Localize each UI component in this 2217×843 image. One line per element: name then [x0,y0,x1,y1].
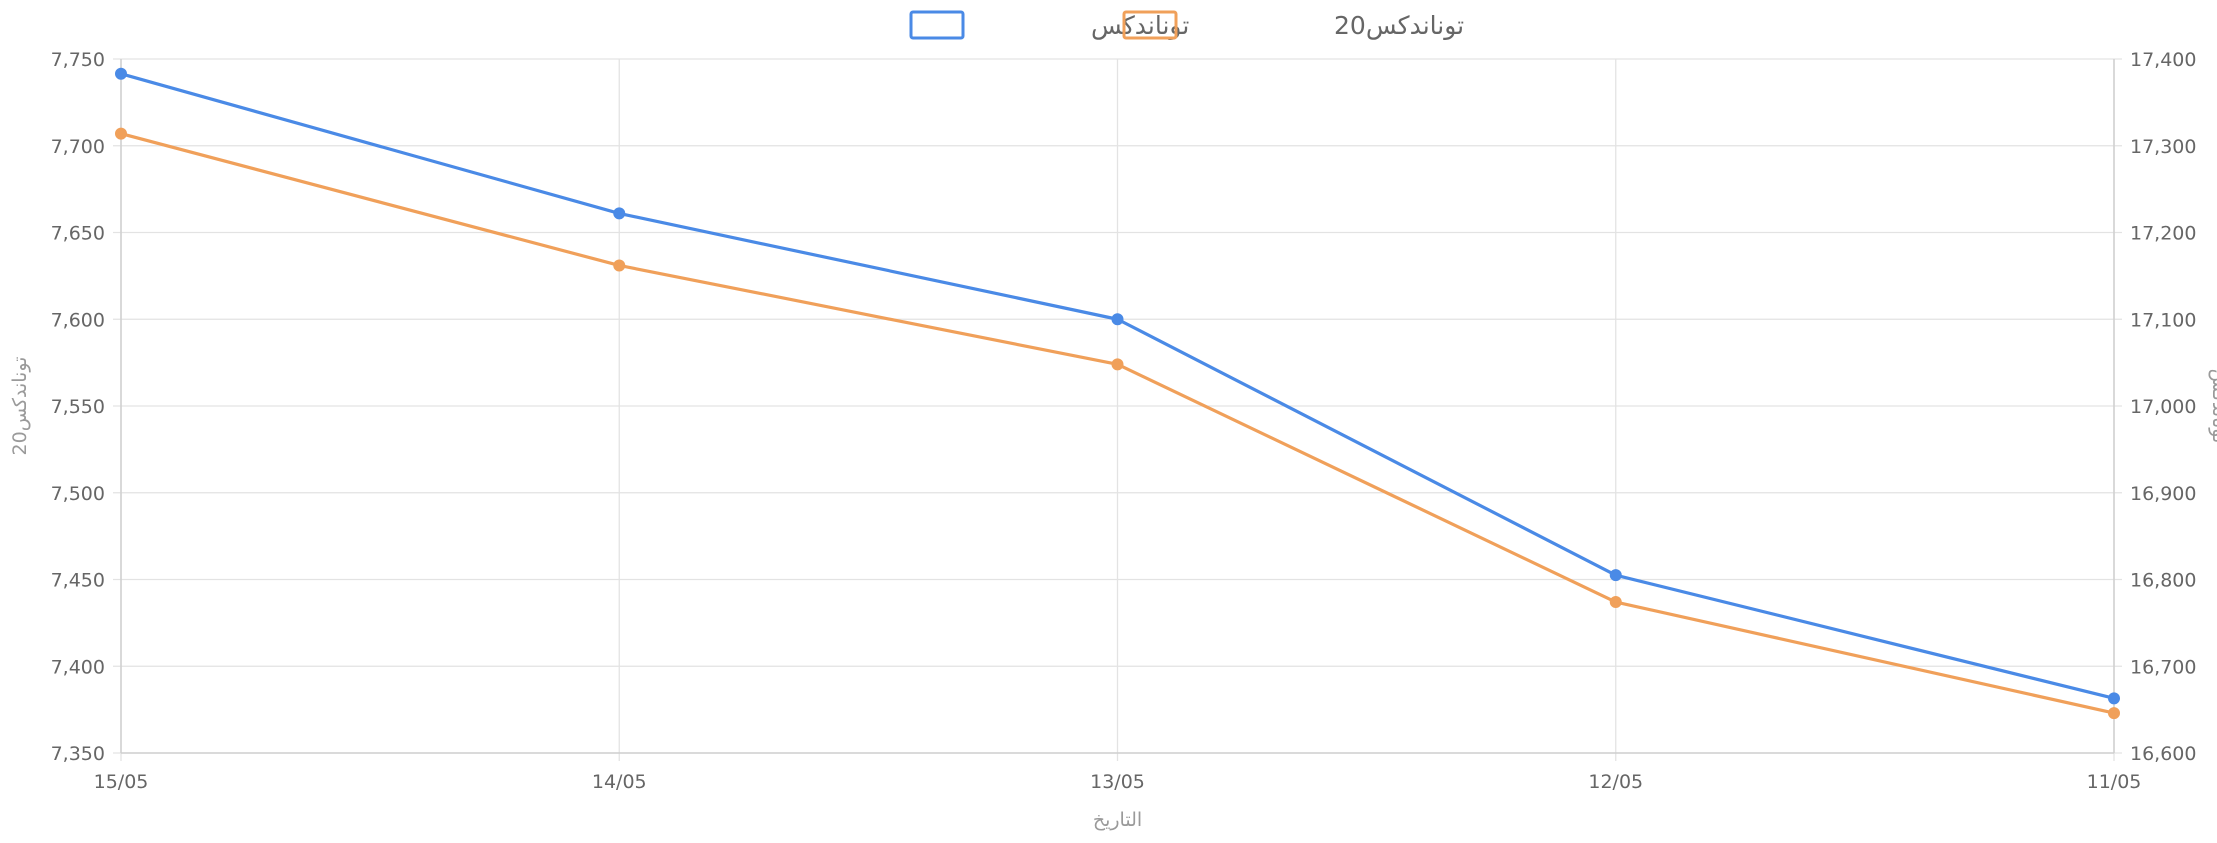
legend-item[interactable]: توناندكس20 [1122,10,1464,40]
legend[interactable]: توناندكس توناندكس20 [909,10,1464,40]
y-right-tick-label: 16,700 [2130,656,2196,678]
y-left-tick-label: 7,600 [51,309,105,331]
grid [113,58,2122,761]
y-left-tick-label: 7,400 [51,656,105,678]
legend-swatch [1122,10,1178,40]
data-point[interactable] [2108,692,2120,705]
y-right-tick-label: 16,600 [2130,743,2196,765]
x-tick-label: 12/05 [1588,771,1643,793]
x-tick-label: 13/05 [1090,771,1145,793]
legend-item[interactable]: توناندكس [909,10,1189,40]
y-right-tick-label: 17,400 [2130,49,2196,71]
y-right-tick-label: 16,900 [2130,483,2196,505]
legend-label: توناندكس20 [1334,11,1464,40]
data-point[interactable] [1609,569,1622,582]
y-left-tick-label: 7,500 [51,483,105,505]
series [115,67,2120,720]
y-left-tick-label: 7,350 [51,743,105,765]
y-right-tick-label: 17,100 [2130,309,2196,331]
y-left-tick-label: 7,550 [51,396,105,418]
y-left-axis-title: توناندكس20 [9,357,31,456]
data-point[interactable] [613,259,626,272]
data-point[interactable] [1111,313,1124,326]
legend-label: توناندكس [1091,11,1189,40]
data-point[interactable] [613,207,626,220]
y-right-tick-label: 17,000 [2130,396,2196,418]
data-point[interactable] [115,127,127,140]
y-right-tick-label: 17,300 [2130,136,2196,158]
y-left-tick-label: 7,450 [51,570,105,592]
y-left-tick-label: 7,650 [51,223,105,245]
x-tick-label: 11/05 [2087,771,2142,793]
data-point[interactable] [2108,707,2120,720]
y-right-tick-label: 16,800 [2130,570,2196,592]
x-tick-label: 14/05 [592,771,647,793]
x-axis-title: التاريخ [1093,809,1142,831]
y-left-tick-label: 7,700 [51,136,105,158]
data-point[interactable] [1111,358,1124,371]
data-point[interactable] [115,67,127,80]
legend-swatch [909,10,965,40]
data-point[interactable] [1609,596,1622,609]
x-tick-label: 15/05 [94,771,149,793]
y-right-axis-title: توناندكس [2208,369,2217,444]
y-right-tick-label: 17,200 [2130,223,2196,245]
axes: 7,750 7,700 7,650 7,600 7,550 7,500 7,450 7,400… [9,49,2217,831]
y-left-tick-label: 7,750 [51,49,105,71]
